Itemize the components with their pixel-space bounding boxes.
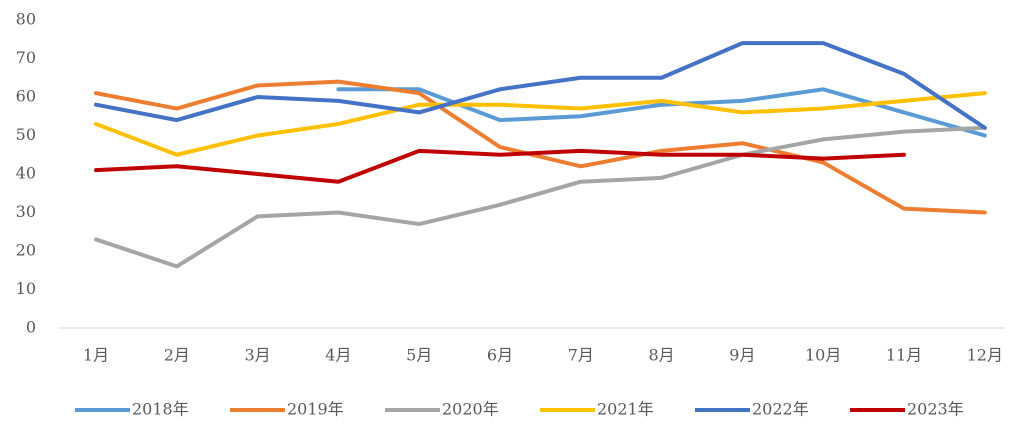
y-tick-label: 0 [26,318,36,337]
x-tick-label: 9月 [729,346,755,365]
series-line [94,91,987,157]
legend-label: 2019年 [287,400,344,419]
y-tick-label: 20 [16,241,36,260]
x-tick-label: 1月 [83,346,109,365]
y-tick-label: 50 [16,125,36,144]
y-tick-label: 60 [16,87,36,106]
y-tick-label: 70 [16,48,36,67]
legend-label: 2023年 [907,400,964,419]
series-line [94,148,906,184]
legend-label: 2021年 [597,400,654,419]
x-tick-label: 7月 [568,346,594,365]
x-tick-label: 3月 [245,346,271,365]
x-tick-label: 5月 [406,346,432,365]
legend-label: 2022年 [752,400,809,419]
legend-label: 2020年 [442,400,499,419]
x-tick-label: 4月 [325,346,351,365]
x-tick-label: 10月 [805,346,841,365]
series-line [94,125,987,269]
x-tick-label: 2月 [164,346,190,365]
y-tick-label: 40 [16,164,36,183]
series-line [94,41,987,130]
y-tick-label: 30 [16,202,36,221]
series-line [94,79,987,215]
y-tick-label: 10 [16,279,36,298]
y-tick-label: 80 [16,10,36,29]
x-tick-label: 12月 [967,346,1003,365]
x-tick-label: 6月 [487,346,513,365]
legend-label: 2018年 [132,400,189,419]
series-line [336,87,987,138]
x-tick-label: 8月 [649,346,675,365]
x-tick-label: 11月 [886,346,922,365]
